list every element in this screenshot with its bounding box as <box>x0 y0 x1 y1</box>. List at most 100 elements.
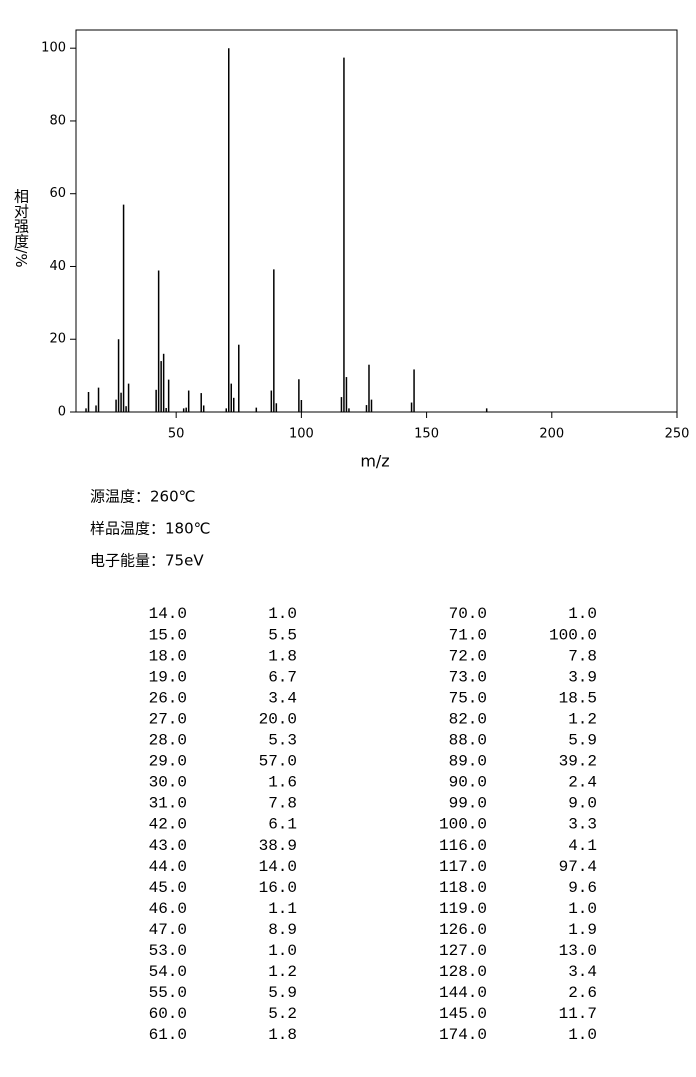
intensity-cell: 5.9 <box>268 984 297 1002</box>
intensity-cell: 9.0 <box>568 795 597 813</box>
plot-frame <box>75 29 678 413</box>
intensity-cell: 2.6 <box>568 984 597 1002</box>
intensity-cell: 2.4 <box>568 774 597 792</box>
mz-cell: 54.0 <box>149 963 187 981</box>
mz-cell: 144.0 <box>439 984 487 1002</box>
condition: 源温度：260℃ <box>90 488 195 506</box>
intensity-cell: 5.2 <box>268 1005 297 1023</box>
mz-cell: 43.0 <box>149 837 187 855</box>
x-tick-label: 50 <box>168 427 185 442</box>
intensity-cell: 1.0 <box>568 1026 597 1044</box>
mz-cell: 61.0 <box>149 1026 187 1044</box>
mz-cell: 29.0 <box>149 753 187 771</box>
condition: 电子能量：75eV <box>90 552 204 570</box>
intensity-cell: 1.0 <box>568 605 597 623</box>
intensity-cell: 9.6 <box>568 879 597 897</box>
mz-cell: 100.0 <box>439 816 487 834</box>
y-tick-label: 0 <box>58 405 66 420</box>
intensity-cell: 6.7 <box>268 668 297 686</box>
intensity-cell: 1.0 <box>568 900 597 918</box>
mz-cell: 89.0 <box>449 753 487 771</box>
x-tick-label: 250 <box>665 427 690 442</box>
intensity-cell: 3.4 <box>268 689 297 707</box>
intensity-cell: 1.8 <box>268 1026 297 1044</box>
mz-cell: 60.0 <box>149 1005 187 1023</box>
mz-cell: 90.0 <box>449 774 487 792</box>
intensity-cell: 1.0 <box>268 605 297 623</box>
mz-cell: 30.0 <box>149 774 187 792</box>
y-tick-label: 80 <box>49 113 66 128</box>
x-axis-label: m/z <box>360 452 389 471</box>
mz-cell: 82.0 <box>449 710 487 728</box>
x-tick-label: 150 <box>414 427 439 442</box>
intensity-cell: 100.0 <box>549 626 597 644</box>
intensity-cell: 18.5 <box>559 689 597 707</box>
mz-cell: 127.0 <box>439 942 487 960</box>
mz-cell: 53.0 <box>149 942 187 960</box>
y-axis-label: 相对强度/% <box>12 188 30 267</box>
intensity-cell: 7.8 <box>268 795 297 813</box>
mz-cell: 118.0 <box>439 879 487 897</box>
mz-cell: 47.0 <box>149 921 187 939</box>
mz-cell: 31.0 <box>149 795 187 813</box>
mz-cell: 119.0 <box>439 900 487 918</box>
intensity-cell: 16.0 <box>259 879 297 897</box>
mz-cell: 19.0 <box>149 668 187 686</box>
y-tick-label: 60 <box>49 186 66 201</box>
intensity-cell: 6.1 <box>268 816 297 834</box>
mz-cell: 72.0 <box>449 647 487 665</box>
intensity-cell: 5.5 <box>268 626 297 644</box>
intensity-cell: 13.0 <box>559 942 597 960</box>
mz-cell: 73.0 <box>449 668 487 686</box>
mz-cell: 99.0 <box>449 795 487 813</box>
intensity-cell: 57.0 <box>259 753 297 771</box>
mz-cell: 14.0 <box>149 605 187 623</box>
mz-cell: 44.0 <box>149 858 187 876</box>
mz-cell: 117.0 <box>439 858 487 876</box>
intensity-cell: 4.1 <box>568 837 597 855</box>
x-tick-label: 200 <box>539 427 564 442</box>
mz-cell: 15.0 <box>149 626 187 644</box>
mz-cell: 42.0 <box>149 816 187 834</box>
intensity-cell: 3.4 <box>568 963 597 981</box>
mz-cell: 46.0 <box>149 900 187 918</box>
intensity-cell: 20.0 <box>259 710 297 728</box>
mz-cell: 55.0 <box>149 984 187 1002</box>
intensity-cell: 7.8 <box>568 647 597 665</box>
mz-cell: 75.0 <box>449 689 487 707</box>
intensity-cell: 1.9 <box>568 921 597 939</box>
mz-cell: 174.0 <box>439 1026 487 1044</box>
intensity-cell: 11.7 <box>559 1005 597 1023</box>
intensity-cell: 5.9 <box>568 732 597 750</box>
mz-cell: 145.0 <box>439 1005 487 1023</box>
mz-cell: 18.0 <box>149 647 187 665</box>
intensity-cell: 1.0 <box>268 942 297 960</box>
y-tick-label: 100 <box>41 41 66 56</box>
intensity-cell: 14.0 <box>259 858 297 876</box>
mz-cell: 88.0 <box>449 732 487 750</box>
mz-cell: 70.0 <box>449 605 487 623</box>
mz-cell: 128.0 <box>439 963 487 981</box>
y-tick-label: 40 <box>49 259 66 274</box>
intensity-cell: 3.9 <box>568 668 597 686</box>
mz-cell: 45.0 <box>149 879 187 897</box>
mz-cell: 126.0 <box>439 921 487 939</box>
intensity-cell: 97.4 <box>559 858 597 876</box>
intensity-cell: 38.9 <box>259 837 297 855</box>
mz-cell: 26.0 <box>149 689 187 707</box>
intensity-cell: 39.2 <box>559 753 597 771</box>
mz-cell: 28.0 <box>149 732 187 750</box>
intensity-cell: 1.1 <box>268 900 297 918</box>
y-tick-label: 20 <box>49 332 66 347</box>
intensity-cell: 8.9 <box>268 921 297 939</box>
intensity-cell: 5.3 <box>268 732 297 750</box>
mz-cell: 116.0 <box>439 837 487 855</box>
intensity-cell: 1.6 <box>268 774 297 792</box>
condition: 样品温度：180℃ <box>90 520 210 538</box>
intensity-cell: 1.8 <box>268 647 297 665</box>
intensity-cell: 3.3 <box>568 816 597 834</box>
x-tick-label: 100 <box>289 427 314 442</box>
mz-cell: 71.0 <box>449 626 487 644</box>
